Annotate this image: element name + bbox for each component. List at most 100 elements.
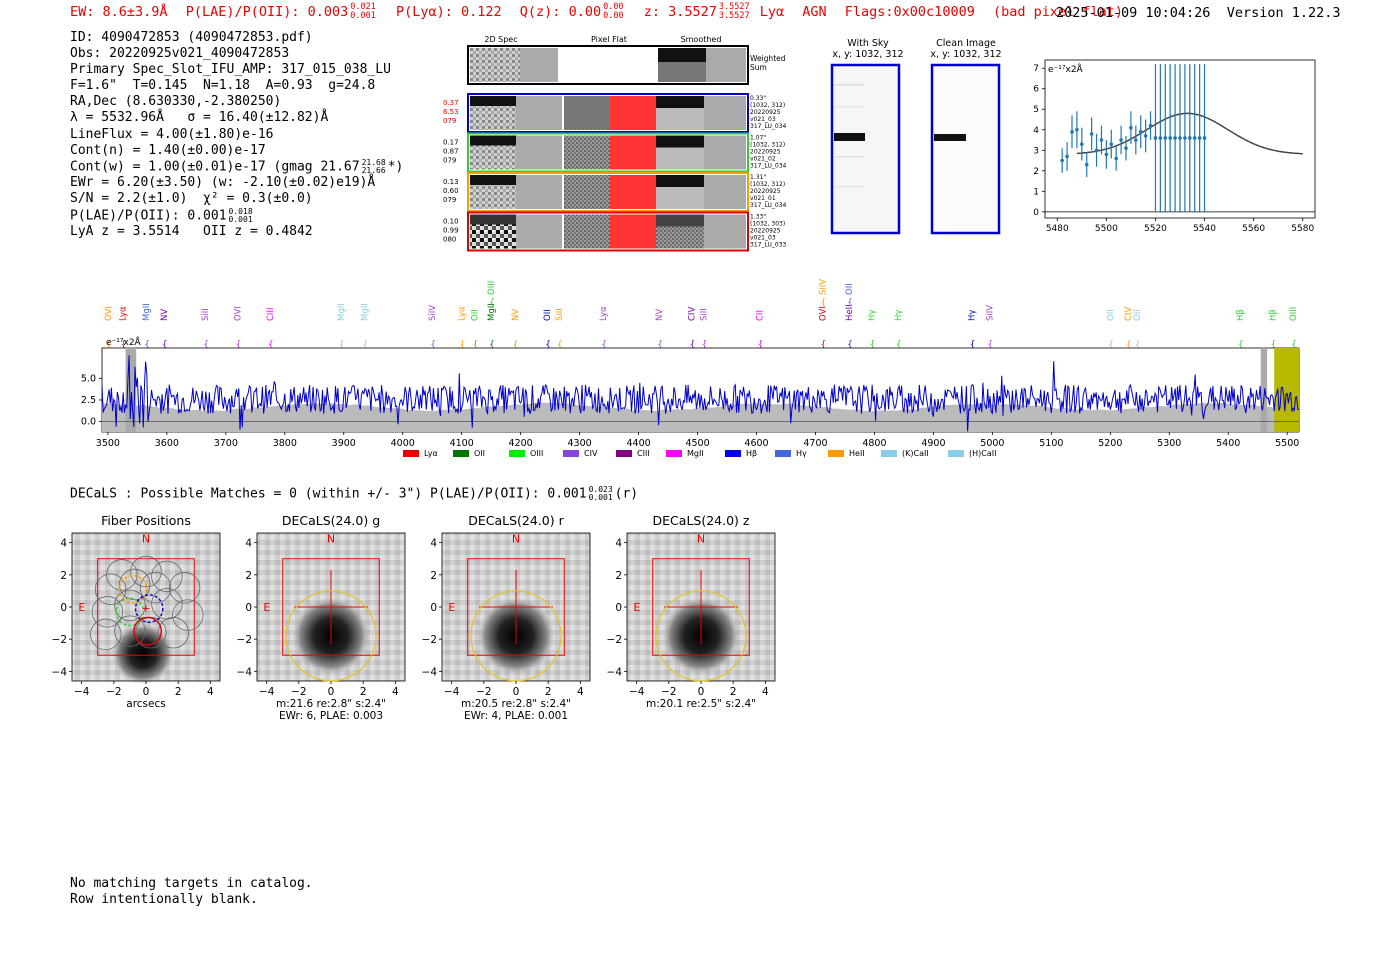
panel-xtick: 2	[730, 686, 737, 698]
col-pixel-flat: Pixel Flat	[591, 35, 627, 44]
with-sky-title: With Sky	[847, 38, 889, 49]
spec-line-tick: {	[489, 298, 495, 308]
fit-xtick: 5560	[1242, 224, 1265, 234]
spec-line-tick: {	[987, 340, 993, 350]
spec-ytick: 2.5	[81, 395, 96, 406]
spec-line-label: CIV	[688, 307, 698, 321]
fit-point	[1168, 64, 1172, 212]
spec-xtick: 5400	[1216, 438, 1240, 449]
info-obs: Obs: 20220925v021_4090472853	[70, 46, 290, 62]
catalog-note: No matching targets in catalog. Row inten…	[70, 876, 313, 907]
panel-xtick: −2	[291, 686, 306, 698]
fiber-circle	[168, 572, 201, 604]
cutout-row-value: 0.17	[443, 139, 459, 147]
spec-line-tick: {	[460, 340, 466, 350]
panel-ytick: 0	[60, 602, 67, 614]
panel-xtick: 4	[392, 686, 399, 698]
fit-ytick: 5	[1033, 105, 1039, 115]
header-z-range: 3.5527 3.5527	[718, 2, 750, 21]
legend-entry: Lyα	[403, 449, 438, 458]
spec-line-tick: {	[430, 340, 436, 350]
panel-ytick: −2	[422, 634, 437, 646]
header-plae-range: 0.021 0.001	[350, 2, 376, 21]
fit-ytick: 0	[1033, 208, 1039, 218]
clean-image	[930, 63, 1001, 235]
panel-ytick: −2	[52, 634, 67, 646]
panel-title: DECaLS(24.0) r	[468, 513, 564, 528]
legend-entry: MgII	[666, 449, 704, 458]
spec-line-tick: {	[601, 340, 607, 350]
spec-ytick: 0.0	[81, 417, 96, 428]
legend-entry: Hγ	[775, 449, 807, 458]
fit-ytick: 2	[1033, 167, 1039, 177]
decals-panel: Fiber Positions N E + −4 −4 −2 −2 0 0 2 2 4 4 arcsecs	[52, 513, 221, 710]
panel-ytick: 4	[430, 538, 437, 550]
spec-ytick: 5.0	[81, 373, 96, 384]
decals-panel: DECaLS(24.0) z N E −4 −4 −2 −2 0 0 2 2 4 4 m:20.1 re:…	[607, 513, 776, 710]
header-plae: P(LAE)/P(OII): 0.003	[185, 4, 349, 20]
header-flags: Flags:0x00c10009	[844, 4, 975, 20]
spec-line-label: SiIV	[428, 305, 438, 321]
fit-point	[1124, 135, 1128, 161]
spec-xtick: 5500	[1275, 438, 1299, 449]
spec-xtick: 4300	[568, 438, 592, 449]
spec-line-tick: {	[144, 340, 150, 350]
full-spectrum-chart: OVI{Lyα{MgII{NV{SiII{OVI{CIII{MgII{MgII{…	[81, 279, 1300, 458]
spec-line-tick: {	[162, 340, 168, 350]
svg-text:Sum: Sum	[750, 63, 767, 72]
cutout-row-value: 079	[443, 196, 456, 204]
fit-point	[1202, 64, 1207, 212]
fit-point	[1104, 140, 1109, 169]
legend-label: OIII	[530, 449, 543, 458]
spec-line-label: OVI	[819, 306, 829, 321]
legend-label: OII	[474, 449, 485, 458]
spec-xtick: 5300	[1157, 438, 1181, 449]
fit-point	[1134, 125, 1138, 155]
col-smoothed: Smoothed	[681, 35, 722, 44]
decals-panel: DECaLS(24.0) r N E −4 −4 −2 −2 0 0 2 2 4 4 m:20.5 re:…	[422, 513, 591, 722]
spec-line-label: CIII	[266, 308, 276, 321]
panel-xtick: 0	[328, 686, 335, 698]
panel-xtick: 4	[207, 686, 214, 698]
panel-ytick: 2	[245, 570, 252, 582]
panel-ytick: 2	[615, 570, 622, 582]
fit-point	[1065, 142, 1069, 171]
fit-point	[1114, 146, 1118, 171]
info-lyaz: LyA z = 3.5514 OII z = 0.4842	[70, 224, 313, 240]
panel-xtick: 2	[360, 686, 367, 698]
cutout-row-meta: (1032, 312)	[750, 142, 785, 149]
spec-xtick: 4700	[803, 438, 827, 449]
line-fit-chart: e⁻¹⁷x2Å 5480 5500 5520 5540 5560 5580 0 1 2 3 4 5 6 7	[1033, 59, 1316, 234]
legend-entry: HeII	[828, 449, 865, 458]
spec-line-tick: {	[870, 340, 876, 350]
legend-label: Hγ	[796, 449, 807, 458]
spec-line-tick: {	[339, 340, 345, 350]
fit-point	[1148, 111, 1153, 141]
header-plya: P(Lyα): 0.122	[395, 4, 502, 20]
spec-xtick: 3900	[332, 438, 356, 449]
spec-line-tick: {	[896, 340, 902, 350]
spec-line-label: MgII	[360, 303, 370, 321]
spec-line-label: Hγ	[868, 310, 878, 321]
fit-point	[1099, 125, 1104, 155]
spec-line-label: NV	[655, 309, 665, 321]
search-box	[282, 558, 380, 656]
legend-label: MgII	[687, 449, 704, 458]
fiber-circle	[151, 560, 183, 593]
info-contn: Cont(n) = 1.40(±0.00)e-17	[70, 142, 266, 158]
spec-line-label: CII	[755, 310, 765, 321]
spec-xtick: 4000	[391, 438, 415, 449]
weighted-sum-row: Weighted Sum	[467, 45, 786, 85]
east-label: E	[633, 601, 640, 614]
version: Version 1.22.3	[1226, 5, 1341, 21]
legend-entry: CIV	[563, 449, 598, 458]
panel-xtick: 2	[545, 686, 552, 698]
fit-point	[1192, 64, 1197, 212]
spec-xtick: 4500	[685, 438, 709, 449]
panel-xtick: −2	[106, 686, 121, 698]
cutout-row-value: 0.13	[443, 178, 459, 186]
spec-line-tick: {	[513, 340, 519, 350]
